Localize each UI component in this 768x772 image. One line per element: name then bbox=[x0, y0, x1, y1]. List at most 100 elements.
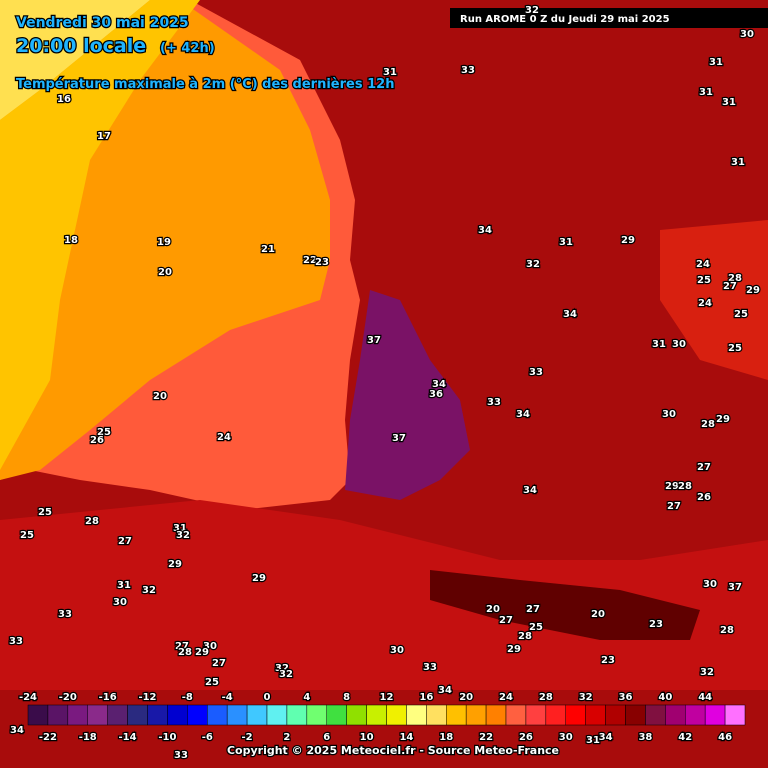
legend-label: -22 bbox=[39, 732, 57, 743]
legend-swatch bbox=[27, 704, 49, 726]
temp-label: 34 bbox=[523, 485, 537, 496]
legend-swatch bbox=[585, 704, 606, 726]
legend-swatch bbox=[485, 704, 507, 726]
legend-label: 12 bbox=[380, 692, 394, 703]
temp-label: 23 bbox=[315, 257, 329, 268]
temp-label: 32 bbox=[176, 530, 190, 541]
legend-swatch bbox=[625, 704, 646, 726]
legend-swatch bbox=[446, 704, 467, 726]
legend-label: 36 bbox=[619, 692, 633, 703]
legend-label: 32 bbox=[579, 692, 593, 703]
lead: (+ 42h) bbox=[160, 41, 215, 56]
legend-label: -4 bbox=[222, 692, 233, 703]
legend-swatch bbox=[167, 704, 188, 726]
temp-label: 32 bbox=[275, 663, 289, 674]
temp-label: 20 bbox=[486, 604, 500, 615]
legend-label: 28 bbox=[539, 692, 553, 703]
temp-label: 24 bbox=[696, 259, 710, 270]
legend-swatch bbox=[266, 704, 288, 726]
legend-swatch bbox=[386, 704, 407, 726]
legend-label: 2 bbox=[283, 732, 290, 743]
temp-label: 30 bbox=[390, 645, 404, 656]
temp-label: 33 bbox=[423, 662, 437, 673]
temp-label: 28 bbox=[728, 273, 742, 284]
legend-swatch bbox=[685, 704, 706, 726]
temp-label: 29 bbox=[195, 647, 209, 658]
legend-label: 14 bbox=[399, 732, 413, 743]
legend-swatch bbox=[704, 704, 726, 726]
temp-label: 25 bbox=[697, 275, 711, 286]
temp-label: 27 bbox=[212, 658, 226, 669]
legend-label: 46 bbox=[718, 732, 732, 743]
legend-label: 24 bbox=[499, 692, 513, 703]
temp-label: 25 bbox=[38, 507, 52, 518]
temp-label: 33 bbox=[529, 367, 543, 378]
legend-swatch bbox=[306, 704, 328, 726]
temp-label: 33 bbox=[9, 636, 23, 647]
temp-label: 34 bbox=[478, 225, 492, 236]
temp-label: 29 bbox=[716, 414, 730, 425]
legend-swatch bbox=[406, 704, 427, 726]
legend-swatch bbox=[207, 704, 228, 726]
legend-label: -6 bbox=[202, 732, 213, 743]
temp-label: 17 bbox=[97, 131, 111, 142]
temp-label: 28 bbox=[678, 481, 692, 492]
legend-swatch bbox=[505, 704, 527, 726]
sea-yellow bbox=[0, 0, 150, 120]
legend-label: 8 bbox=[343, 692, 350, 703]
legend-label: 40 bbox=[658, 692, 672, 703]
temp-label: 27 bbox=[499, 615, 513, 626]
legend-label: -8 bbox=[182, 692, 193, 703]
temp-label: 33 bbox=[174, 750, 188, 761]
temp-label: 34 bbox=[516, 409, 530, 420]
temp-label: 30 bbox=[672, 339, 686, 350]
temp-label: 24 bbox=[217, 432, 231, 443]
temp-label: 29 bbox=[252, 573, 266, 584]
legend-label: -12 bbox=[138, 692, 156, 703]
legend-swatch bbox=[605, 704, 626, 726]
temp-label: 37 bbox=[367, 335, 381, 346]
temp-label: 30 bbox=[203, 641, 217, 652]
legend-swatch bbox=[645, 704, 666, 726]
legend-label: 42 bbox=[678, 732, 692, 743]
temp-label: 27 bbox=[697, 462, 711, 473]
legend-label: -10 bbox=[158, 732, 176, 743]
temp-label: 34 bbox=[10, 725, 24, 736]
legend-swatch bbox=[426, 704, 447, 726]
legend-swatch bbox=[147, 704, 168, 726]
temp-label: 32 bbox=[525, 5, 539, 16]
temp-label: 23 bbox=[649, 619, 663, 630]
legend-label: -2 bbox=[242, 732, 253, 743]
temp-label: 33 bbox=[461, 65, 475, 76]
copyright: Copyright © 2025 Meteociel.fr - Source M… bbox=[227, 744, 559, 757]
legend-swatch bbox=[107, 704, 128, 726]
legend-label: 38 bbox=[638, 732, 652, 743]
temp-label: 30 bbox=[662, 409, 676, 420]
temp-label: 28 bbox=[85, 516, 99, 527]
legend-label: 30 bbox=[559, 732, 573, 743]
legend-label: 44 bbox=[698, 692, 712, 703]
temp-label: 27 bbox=[667, 501, 681, 512]
legend-label: 20 bbox=[459, 692, 473, 703]
temp-label: 22 bbox=[303, 255, 317, 266]
temp-label: 25 bbox=[20, 530, 34, 541]
run-box bbox=[450, 8, 768, 28]
temp-label: 32 bbox=[142, 585, 156, 596]
temp-label: 21 bbox=[261, 244, 275, 255]
legend-label: 18 bbox=[439, 732, 453, 743]
temp-label: 31 bbox=[731, 157, 745, 168]
time: 20:00 locale bbox=[16, 35, 146, 57]
temp-label: 28 bbox=[518, 631, 532, 642]
legend-label: -18 bbox=[79, 732, 97, 743]
temp-label: 27 bbox=[723, 281, 737, 292]
legend-label: 22 bbox=[479, 732, 493, 743]
run-label: Run AROME 0 Z du Jeudi 29 mai 2025 bbox=[460, 14, 670, 25]
legend-swatch bbox=[565, 704, 586, 726]
temp-label: 30 bbox=[113, 597, 127, 608]
legend-swatch bbox=[346, 704, 367, 726]
temp-label: 33 bbox=[58, 609, 72, 620]
temp-label: 32 bbox=[700, 667, 714, 678]
temp-label: 31 bbox=[586, 735, 600, 746]
temp-label: 34 bbox=[563, 309, 577, 320]
